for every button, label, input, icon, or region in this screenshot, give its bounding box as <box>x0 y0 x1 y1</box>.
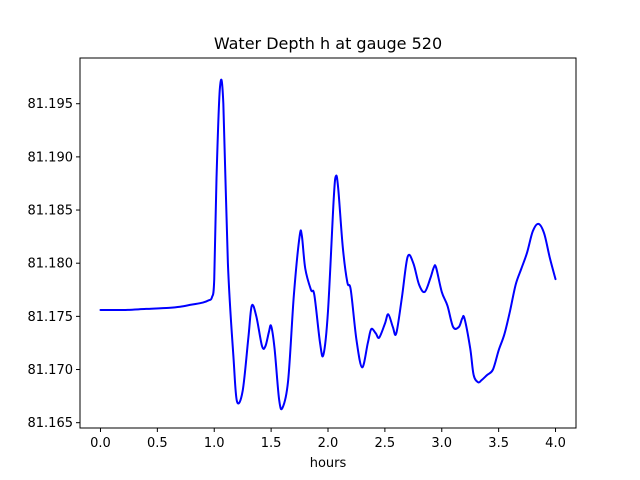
y-tick-label: 81.185 <box>28 204 74 219</box>
y-tick-label: 81.180 <box>28 257 74 272</box>
x-tick-label: 4.0 <box>545 436 566 451</box>
x-tick-label: 3.5 <box>488 436 509 451</box>
plot-area <box>80 58 576 428</box>
chart-title: Water Depth h at gauge 520 <box>214 34 442 53</box>
y-tick-label: 81.165 <box>28 416 74 431</box>
x-tick-label: 3.0 <box>431 436 452 451</box>
y-tick-label: 81.195 <box>28 97 74 112</box>
y-tick-label: 81.175 <box>28 310 74 325</box>
plot-frame <box>79 57 577 429</box>
x-tick-label: 0.0 <box>90 436 111 451</box>
x-tick-label: 1.5 <box>261 436 282 451</box>
y-axis-ticks: 81.165 81.170 81.175 81.180 81.185 81.190 81.1… <box>28 97 80 431</box>
x-tick-label: 0.5 <box>147 436 168 451</box>
x-axis-label: hours <box>310 456 347 471</box>
y-tick-label: 81.190 <box>28 150 74 165</box>
x-tick-label: 2.5 <box>375 436 396 451</box>
x-axis-ticks: 0.0 0.5 1.0 1.5 2.0 2.5 3.0 3.5 4.0 <box>90 428 566 451</box>
series-line <box>99 78 557 411</box>
x-tick-label: 2.0 <box>318 436 339 451</box>
y-tick-label: 81.170 <box>28 363 74 378</box>
x-tick-label: 1.0 <box>204 436 225 451</box>
